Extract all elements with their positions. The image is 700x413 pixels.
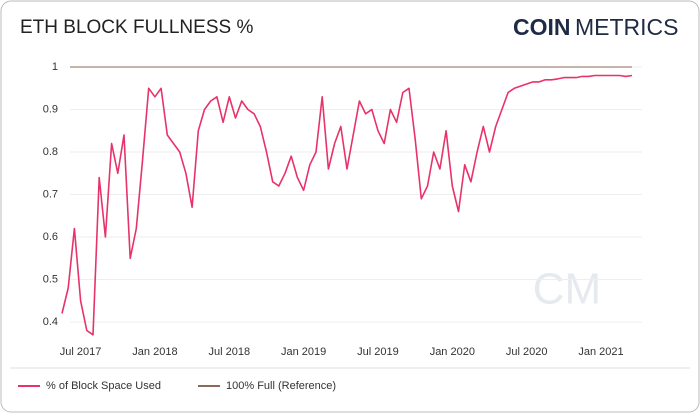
x-tick-label: Jan 2019 (281, 346, 326, 358)
y-tick-label: 0.4 (43, 316, 58, 328)
chart-title: ETH BLOCK FULLNESS % (20, 17, 253, 38)
x-tick-label: Jan 2020 (430, 346, 475, 358)
logo-bold: COIN (513, 14, 571, 40)
y-tick-label: 0.7 (43, 188, 58, 200)
x-tick-label: Jul 2017 (60, 346, 102, 358)
x-tick-label: Jul 2018 (208, 346, 250, 358)
series-line (61, 74, 633, 336)
x-tick-label: Jul 2019 (357, 346, 399, 358)
y-tick-label: 0.9 (43, 103, 58, 115)
y-tick-label: 0.6 (43, 231, 58, 243)
x-tick-label: Jan 2018 (132, 346, 177, 358)
legend-label: % of Block Space Used (46, 380, 161, 392)
watermark: CM (533, 265, 601, 314)
y-tick-label: 0.8 (43, 146, 58, 158)
x-tick-label: Jul 2020 (506, 346, 548, 358)
legend-label: 100% Full (Reference) (226, 380, 336, 392)
logo-light: METRICS (575, 14, 679, 40)
x-tick-label: Jan 2021 (578, 346, 623, 358)
y-tick-label: 0.5 (43, 273, 58, 285)
y-tick-label: 1 (52, 61, 58, 73)
